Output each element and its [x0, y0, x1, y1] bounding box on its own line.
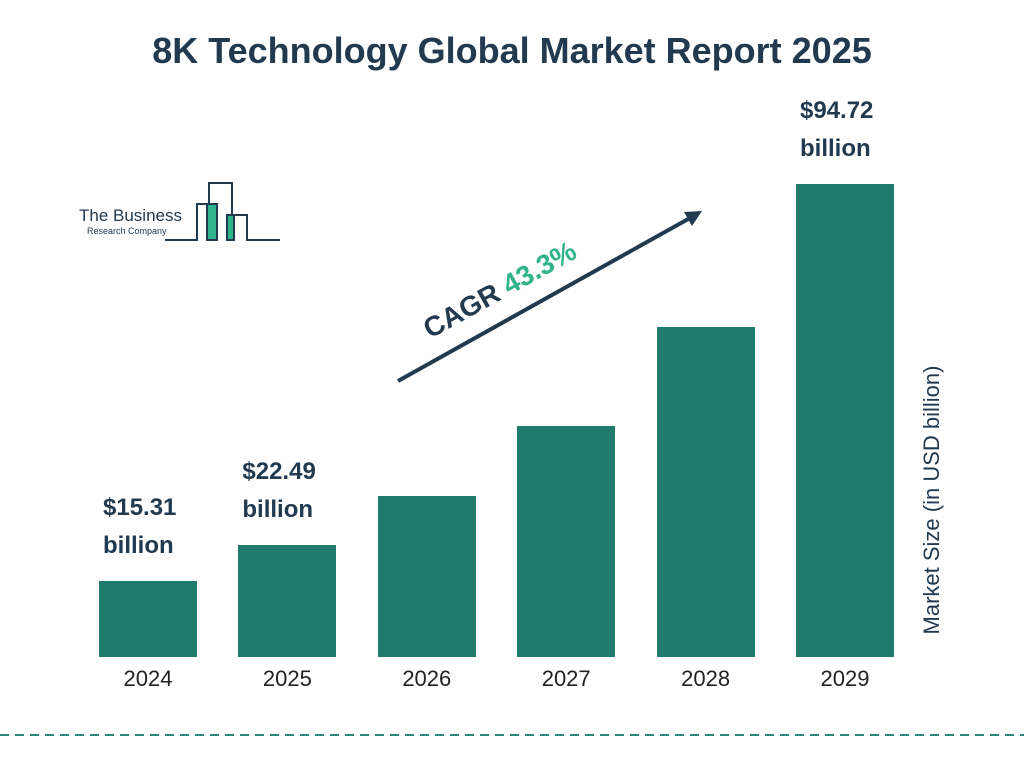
bar	[656, 326, 755, 657]
x-tick-label: 2027	[541, 666, 591, 691]
bar	[377, 496, 476, 657]
bar	[517, 426, 616, 657]
x-tick-label: 2025	[262, 666, 312, 691]
logo-icon	[165, 182, 280, 241]
x-tick-label: 2029	[820, 666, 870, 691]
value-label: $94.72 billion	[800, 97, 874, 162]
chart-title: 8K Technology Global Market Report 2025	[152, 30, 872, 71]
arrow	[397, 216, 691, 383]
logo-subtext: Research Company	[87, 226, 167, 236]
x-tick-label: 2028	[681, 666, 731, 691]
value-label: $15.31 billion	[103, 493, 177, 559]
value-label: $22.49 billion	[242, 457, 316, 523]
bar	[238, 544, 337, 657]
bar	[796, 184, 894, 657]
arrow-head	[684, 211, 702, 226]
x-tick-label: 2024	[123, 666, 173, 691]
y-axis-label: Market Size (in USD billion)	[919, 365, 944, 635]
x-tick-label: 2026	[402, 666, 452, 691]
logo-text: The Business	[79, 206, 182, 225]
bar	[99, 580, 197, 657]
